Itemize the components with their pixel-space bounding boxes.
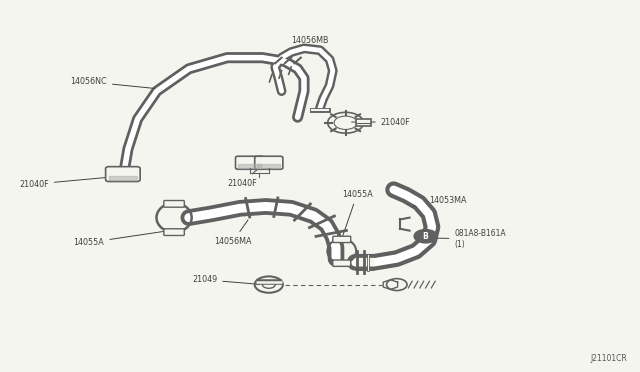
Text: 14055A: 14055A — [74, 231, 166, 247]
Text: 14056MA: 14056MA — [214, 220, 252, 246]
Polygon shape — [383, 280, 397, 289]
Text: 21040F: 21040F — [19, 176, 120, 189]
Text: 14056MB: 14056MB — [291, 36, 329, 52]
Circle shape — [414, 230, 437, 243]
FancyBboxPatch shape — [356, 119, 371, 126]
Text: 14053MA: 14053MA — [413, 196, 467, 206]
Text: 21040F: 21040F — [351, 118, 410, 126]
FancyBboxPatch shape — [255, 156, 283, 169]
Text: 21049: 21049 — [192, 275, 260, 284]
Text: B: B — [423, 232, 428, 241]
Text: 14056NC: 14056NC — [70, 77, 161, 89]
Text: 21040F: 21040F — [227, 170, 257, 187]
Text: 081A8-B161A
(1): 081A8-B161A (1) — [433, 229, 506, 248]
FancyBboxPatch shape — [164, 201, 184, 207]
FancyBboxPatch shape — [236, 156, 264, 169]
FancyBboxPatch shape — [333, 236, 351, 243]
FancyBboxPatch shape — [333, 260, 351, 266]
FancyBboxPatch shape — [164, 229, 184, 235]
Text: J21101CR: J21101CR — [591, 354, 627, 363]
Text: 14055A: 14055A — [342, 190, 372, 236]
FancyBboxPatch shape — [106, 167, 140, 182]
